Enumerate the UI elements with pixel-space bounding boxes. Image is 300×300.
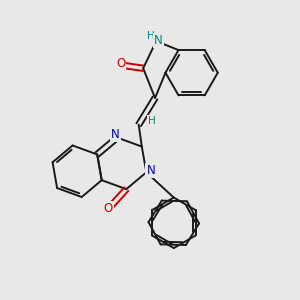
Text: N: N <box>154 34 163 47</box>
Text: N: N <box>111 128 120 141</box>
Text: H: H <box>148 116 156 126</box>
Text: N: N <box>146 164 155 177</box>
Text: O: O <box>104 202 113 215</box>
Text: O: O <box>116 57 125 70</box>
Text: H: H <box>147 31 155 41</box>
